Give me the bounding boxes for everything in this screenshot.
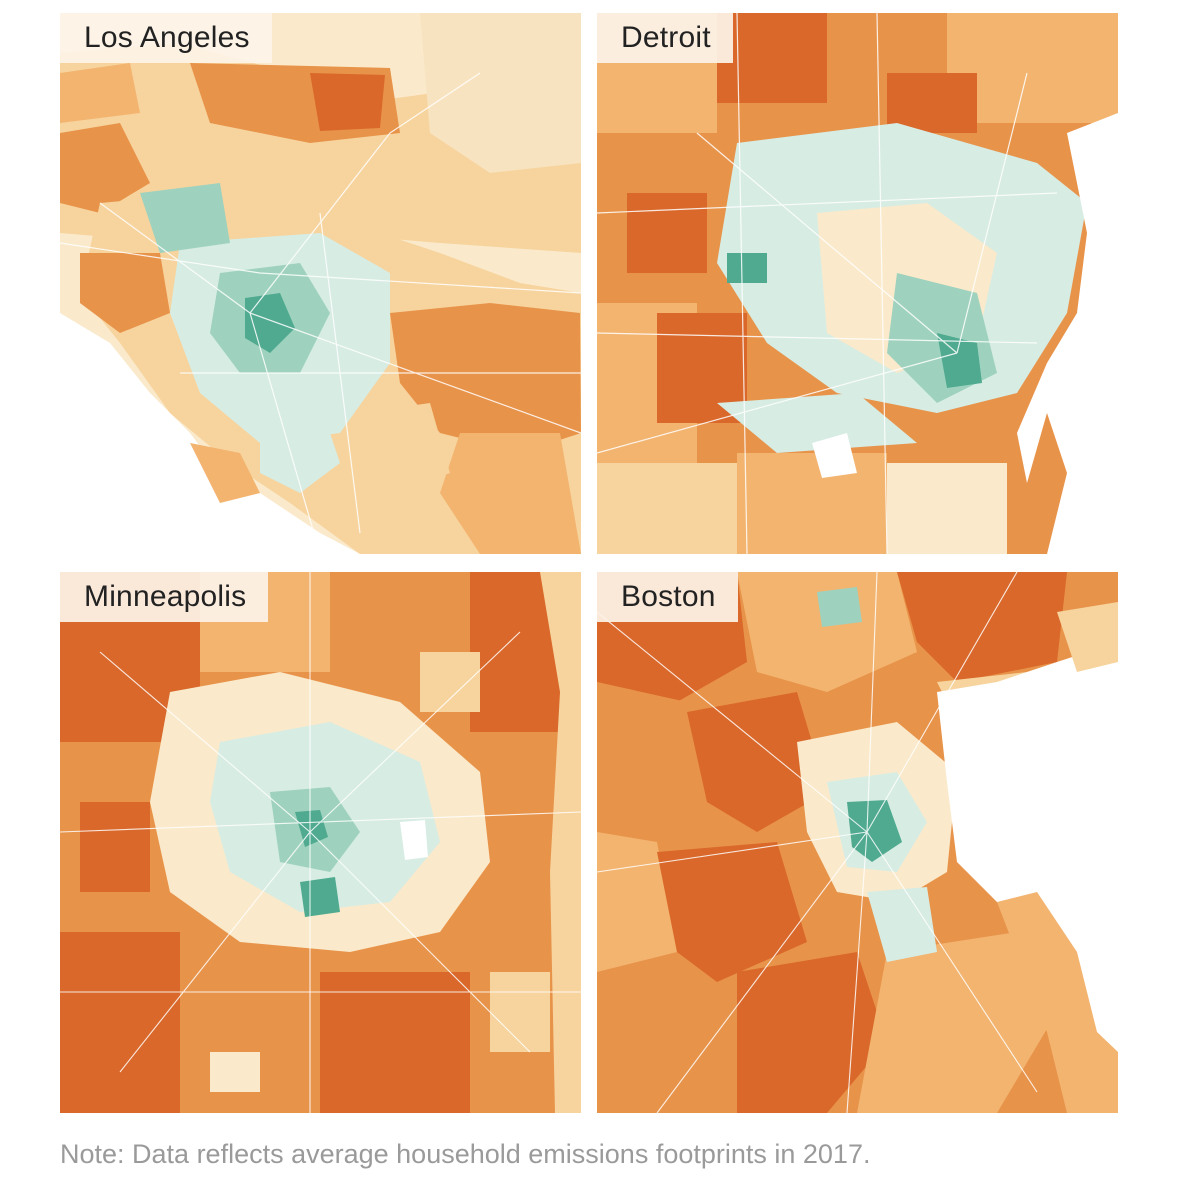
boston-map xyxy=(597,572,1118,1113)
map-grid: Los Angeles xyxy=(60,13,1118,1113)
city-label-boston: Boston xyxy=(597,572,738,622)
map-panel-los-angeles: Los Angeles xyxy=(60,13,581,554)
city-label-detroit: Detroit xyxy=(597,13,733,63)
minneapolis-map xyxy=(60,572,581,1113)
detroit-map xyxy=(597,13,1118,554)
los-angeles-map xyxy=(60,13,581,554)
map-panel-detroit: Detroit xyxy=(597,13,1118,554)
map-panel-minneapolis: Minneapolis xyxy=(60,572,581,1113)
city-label-minneapolis: Minneapolis xyxy=(60,572,269,622)
map-panel-boston: Boston xyxy=(597,572,1118,1113)
footnote: Note: Data reflects average household em… xyxy=(60,1139,871,1169)
city-label-los-angeles: Los Angeles xyxy=(60,13,272,63)
